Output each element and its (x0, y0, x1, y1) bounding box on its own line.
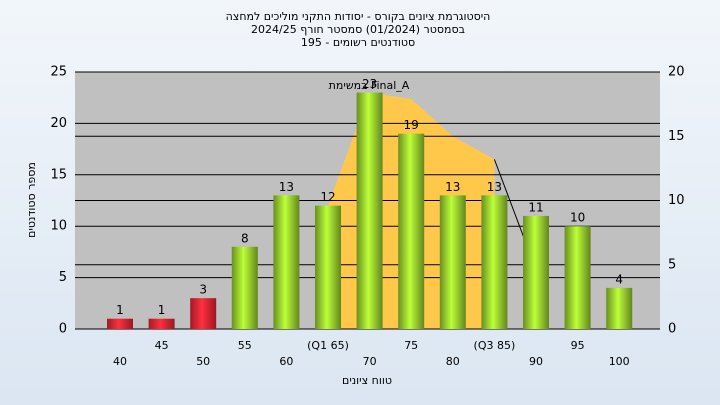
data-label: 1 (116, 303, 124, 317)
x-tick-label: 50 (196, 355, 210, 368)
data-label: 4 (615, 272, 623, 286)
bar (190, 298, 217, 329)
x-tick-label: 90 (529, 355, 543, 368)
annotation: במשימת Final_A (329, 79, 410, 92)
y-axis-label: מספר סטודנטים (25, 162, 38, 238)
chart-subtitle: בסמסטר (01/2024) סמסטר חורף 2024/25 (251, 23, 465, 36)
y2-tick-label: 5 (668, 257, 676, 272)
bar (481, 195, 508, 329)
y-tick-label: 20 (50, 116, 67, 131)
data-label: 13 (487, 180, 502, 194)
data-label: 1 (158, 303, 166, 317)
y-tick-label: 5 (59, 270, 67, 285)
data-label: 13 (279, 180, 294, 194)
y-tick-label: 25 (50, 65, 67, 80)
bar (148, 318, 175, 329)
y-tick-label: 0 (59, 322, 67, 337)
bar (564, 226, 591, 329)
y-tick-label: 15 (50, 167, 67, 182)
bar (606, 287, 633, 329)
data-label: 10 (570, 211, 585, 225)
bar (523, 215, 549, 329)
x-tick-label: 80 (446, 355, 460, 368)
data-label: 12 (320, 190, 335, 204)
y2-tick-label: 10 (668, 193, 685, 208)
x-axis-label: טווח ציונים (342, 374, 392, 387)
chart-subtitle: סטודנטים רשומים - 195 (301, 36, 415, 49)
data-label: 3 (199, 283, 207, 297)
bar (356, 92, 383, 329)
bar (439, 195, 466, 329)
x-tick-label: 40 (113, 355, 127, 368)
x-tick-label: 70 (363, 355, 377, 368)
bar (398, 133, 425, 329)
chart-title: היסטוגרמת ציונים בקורס - יסודות התקני מו… (226, 10, 491, 23)
x-tick-label: 95 (571, 339, 585, 352)
bar (273, 195, 300, 329)
x-tick-label: 45 (155, 339, 169, 352)
data-label: 8 (241, 231, 249, 245)
y2-tick-label: 0 (668, 322, 676, 337)
x-tick-label: 75 (404, 339, 418, 352)
x-tick-label: 60 (279, 355, 293, 368)
data-label: 11 (528, 200, 543, 214)
x-tick-label: 55 (238, 339, 252, 352)
data-label: 23 (362, 77, 377, 91)
y2-tick-label: 20 (668, 65, 685, 80)
x-tick-label: 100 (609, 355, 630, 368)
y-tick-label: 10 (50, 219, 67, 234)
bar (107, 318, 133, 329)
bar (231, 246, 258, 329)
x-tick-label: (Q3 85) (474, 339, 516, 352)
data-label: 13 (445, 180, 460, 194)
data-label: 19 (404, 118, 419, 132)
x-tick-label: (Q1 65) (307, 339, 349, 352)
y2-tick-label: 15 (668, 129, 685, 144)
bar (315, 205, 341, 329)
